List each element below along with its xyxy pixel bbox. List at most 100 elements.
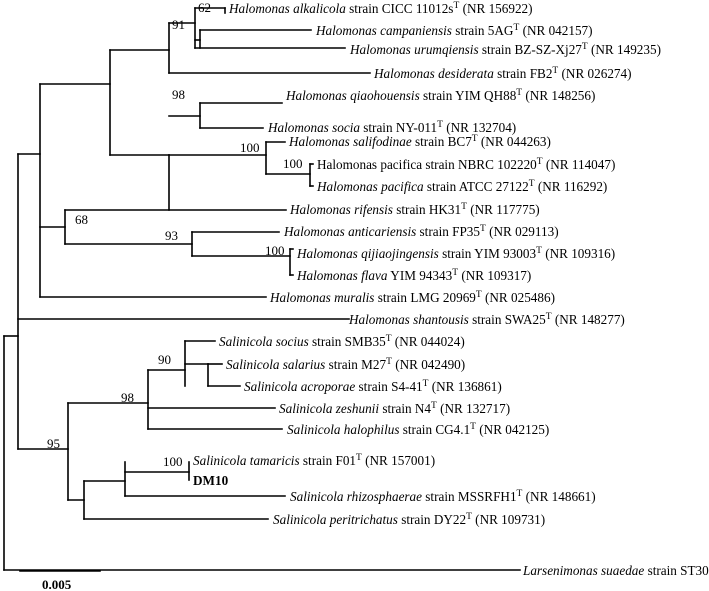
type-strain-marker: T (386, 357, 392, 367)
leaf-strain-id: strain CG4.1 (403, 422, 470, 437)
leaf-strain-name: DM10 (193, 473, 229, 488)
scale-bar-label: 0.005 (42, 577, 72, 591)
leaf-strain-id: strain SMB35 (312, 334, 386, 349)
leaf-species-name: Halomonas qiaohouensis (285, 88, 420, 103)
leaf-species-name: Salinicola halophilus (287, 422, 399, 437)
type-strain-marker: T (452, 268, 458, 278)
bootstrap-value: 98 (121, 390, 134, 405)
leaf-species-name: Salinicola zeshunii (279, 401, 379, 416)
type-strain-marker: T (552, 66, 558, 76)
bootstrap-value: 100 (265, 243, 285, 258)
type-strain-marker: T (470, 422, 476, 432)
leaf-species-name: Halomonas muralis (269, 290, 374, 305)
bootstrap-value: 91 (172, 17, 185, 32)
type-strain-marker: T (386, 334, 392, 344)
leaf-accession: (NR 109731) (472, 512, 545, 527)
type-strain-marker: T (529, 179, 535, 189)
leaf-label-t24: Salinicola peritrichatus strain DY22T (N… (273, 512, 545, 527)
leaf-strain-id: strain NBRC 102220 (425, 157, 537, 172)
leaf-accession: (NR 042125) (476, 422, 549, 437)
leaf-accession: (NR 109317) (458, 268, 531, 283)
leaf-label-t1: Halomonas alkalicola strain CICC 11012sT… (228, 1, 533, 16)
leaf-strain-id: strain FP35 (420, 224, 481, 239)
leaf-label-t6: Halomonas socia strain NY-011T (NR 13270… (267, 120, 516, 135)
leaf-species-name: Halomonas salifodinae (288, 134, 412, 149)
leaf-species-name: Halomonas pacifica (316, 179, 424, 194)
leaf-accession: (NR 044263) (478, 134, 551, 149)
leaf-accession: (NR 029113) (486, 224, 559, 239)
leaf-accession: (NR 157001) (362, 453, 435, 468)
leaf-strain-id: strain DY22 (401, 512, 466, 527)
leaf-species-name: Halomonas anticariensis (283, 224, 416, 239)
leaf-species-name: Halomonas urumqiensis (349, 42, 479, 57)
leaf-species-name: Salinicola rhizosphaerae (290, 489, 422, 504)
type-strain-marker: T (537, 157, 543, 167)
leaf-label-t10: Halomonas rifensis strain HK31T (NR 1177… (289, 202, 540, 217)
type-strain-marker: T (461, 202, 467, 212)
leaf-strain-id: strain N4 (382, 401, 431, 416)
leaf-strain-id: strain YIM 93003 (442, 246, 536, 261)
leaf-strain-id: strain FB2 (497, 66, 552, 81)
type-strain-marker: T (437, 120, 443, 130)
leaf-label-t16: Salinicola socius strain SMB35T (NR 0440… (219, 334, 465, 349)
bootstrap-value: 100 (163, 454, 183, 469)
leaf-species-name: Salinicola socius (219, 334, 309, 349)
leaf-label-t17: Salinicola salarius strain M27T (NR 0424… (226, 357, 465, 372)
type-strain-marker: T (472, 134, 478, 144)
leaf-label-t8: Halomonas pacifica strain NBRC 102220T (… (317, 157, 615, 172)
bootstrap-value: 98 (172, 87, 185, 102)
leaf-strain-id: strain BZ-SZ-Xj27 (482, 42, 582, 57)
leaf-species-name: Larsenimonas suaedae (522, 563, 644, 578)
leaf-strain-id: strain M27 (329, 357, 387, 372)
leaf-label-t20: Salinicola halophilus strain CG4.1T (NR … (287, 422, 549, 437)
leaf-strain-id: strain S4-41 (359, 379, 423, 394)
bootstrap-value: 95 (47, 436, 60, 451)
leaf-accession: (NR 025486) (482, 290, 555, 305)
leaf-strain-id: strain NY-011 (363, 120, 437, 135)
bootstrap-value: 62 (198, 0, 211, 15)
type-strain-marker: T (513, 23, 519, 33)
leaf-species-name: Halomonas pacifica (317, 157, 425, 172)
leaf-accession: (NR 117775) (467, 202, 540, 217)
leaf-label-t9: Halomonas pacifica strain ATCC 27122T (N… (316, 179, 607, 194)
type-strain-marker: T (517, 489, 523, 499)
leaf-label-t4: Halomonas desiderata strain FB2T (NR 026… (373, 66, 632, 81)
bootstrap-value: 68 (75, 212, 88, 227)
leaf-accession: (NR 149235) (588, 42, 661, 57)
leaf-accession: (NR 148256) (522, 88, 595, 103)
leaf-species-name: Halomonas campaniensis (315, 23, 452, 38)
leaf-accession: (NR 136861) (428, 379, 501, 394)
type-strain-marker: T (536, 246, 542, 256)
leaf-species-name: Halomonas flava (296, 268, 388, 283)
type-strain-marker: T (582, 42, 588, 52)
leaf-label-t19: Salinicola zeshunii strain N4T (NR 13271… (279, 401, 510, 416)
leaf-accession: (NR 042157) (519, 23, 592, 38)
leaf-label-t21: Salinicola tamaricis strain F01T (NR 157… (193, 453, 435, 468)
leaf-label-t13: Halomonas flava YIM 94343T (NR 109317) (296, 268, 531, 283)
leaf-accession: (NR 148661) (522, 489, 595, 504)
leaf-accession: (NR 116292) (535, 179, 608, 194)
leaf-strain-id: strain 5AG (455, 23, 514, 38)
type-strain-marker: T (516, 88, 522, 98)
type-strain-marker: T (431, 401, 437, 411)
leaf-accession: (NR 156922) (459, 1, 532, 16)
leaf-strain-id: strain LMG 20969 (378, 290, 477, 305)
type-strain-marker: T (546, 312, 552, 322)
leaf-label-t14: Halomonas muralis strain LMG 20969T (NR … (269, 290, 555, 305)
leaf-label-t11: Halomonas anticariensis strain FP35T (NR… (283, 224, 559, 239)
type-strain-marker: T (423, 379, 429, 389)
type-strain-marker: T (356, 453, 362, 463)
leaf-species-name: Halomonas rifensis (289, 202, 393, 217)
leaf-accession: (NR 148277) (552, 312, 625, 327)
leaf-label-t15: Halomonas shantousis strain SWA25T (NR 1… (348, 312, 625, 327)
bootstrap-value: 100 (283, 156, 303, 171)
leaf-label-t18: Salinicola acroporae strain S4-41T (NR 1… (244, 379, 502, 394)
leaf-accession: (NR 044024) (392, 334, 465, 349)
leaf-strain-id: strain BC7 (415, 134, 472, 149)
type-strain-marker: T (453, 1, 459, 11)
leaf-label-t3: Halomonas urumqiensis strain BZ-SZ-Xj27T… (349, 42, 661, 57)
leaf-species-name: Salinicola salarius (226, 357, 325, 372)
leaf-species-name: Salinicola acroporae (244, 379, 355, 394)
leaf-strain-id: strain SWA25 (472, 312, 546, 327)
